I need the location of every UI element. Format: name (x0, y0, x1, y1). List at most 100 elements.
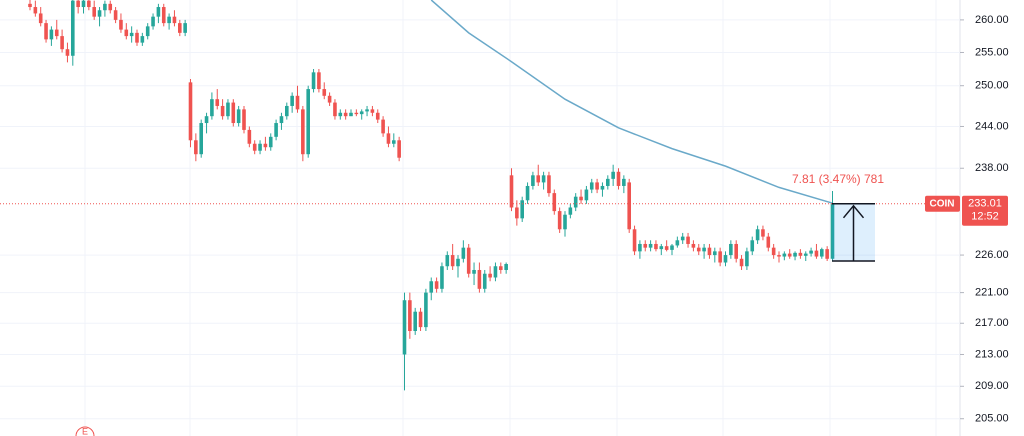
measure-label: 7.81 (3.47%) 781 (792, 172, 884, 186)
candle-body (557, 211, 562, 230)
candle-body (771, 247, 776, 256)
candle-body (504, 264, 508, 270)
symbol-label: COIN (930, 198, 955, 209)
candle-body (365, 109, 369, 112)
candle-body (782, 253, 787, 257)
candle-body (354, 112, 359, 115)
candle-body (777, 255, 781, 257)
candle-body (803, 253, 808, 256)
candle-body (210, 99, 214, 117)
candle-body (787, 253, 792, 257)
candle-body (536, 175, 541, 183)
candle-body (333, 102, 337, 117)
candle-body (691, 243, 696, 248)
candle-body (242, 109, 246, 130)
candle-body (616, 171, 621, 186)
candle-body (820, 249, 824, 257)
candle-body (183, 23, 187, 33)
earnings-badge[interactable] (75, 426, 95, 436)
candle-body (113, 10, 118, 20)
candle-body (573, 196, 578, 208)
candle-body (541, 175, 546, 183)
candle-body (370, 109, 375, 113)
candle-body (434, 281, 439, 289)
candle-body (429, 281, 434, 293)
candle-body (568, 207, 573, 215)
candle-body (252, 143, 257, 151)
candle-body (825, 249, 829, 259)
y-tick-label: 255.00 (975, 46, 1009, 58)
candle-body (552, 193, 557, 212)
candle-body (702, 247, 706, 252)
candle-body (236, 109, 241, 124)
candle-body (349, 112, 353, 117)
candle-body (172, 16, 177, 24)
candle-body (472, 269, 476, 274)
candle-body (482, 273, 487, 289)
countdown-label: 12:52 (971, 211, 999, 223)
candle-body (220, 105, 225, 117)
y-tick-label: 205.00 (975, 413, 1009, 425)
candle-body (477, 269, 482, 289)
candle-body (686, 236, 690, 244)
candle-body (654, 243, 658, 250)
candle-body (440, 266, 444, 289)
candle-body (28, 3, 32, 8)
y-tick-label: 221.00 (975, 287, 1009, 299)
candle-body (488, 273, 492, 278)
candle-body (638, 243, 642, 252)
candle-body (386, 133, 391, 144)
candle-body (418, 311, 423, 328)
y-tick-label: 209.00 (975, 380, 1009, 392)
candle-body (140, 36, 145, 43)
candle-body (830, 203, 835, 259)
candle-body (178, 23, 182, 33)
candle-body (761, 229, 765, 237)
candle-body (258, 143, 262, 151)
candle-body (413, 311, 417, 332)
candle-body (809, 250, 813, 254)
candle-body (33, 7, 38, 14)
earnings-label[interactable]: E (82, 426, 88, 436)
candle-body (108, 3, 113, 11)
candle-body (713, 251, 717, 256)
candle-body (664, 246, 669, 250)
candle-body (424, 292, 428, 328)
price-label: 233.01 (968, 198, 1002, 210)
moving-average (430, 0, 833, 204)
candle-body (65, 49, 70, 56)
candle-body (739, 258, 744, 267)
candle-body (456, 258, 460, 267)
candle-body (493, 266, 498, 278)
candle-body (643, 243, 648, 248)
candle-body (306, 89, 310, 155)
candle-body (584, 189, 589, 201)
candle-body (119, 19, 123, 30)
candle-body (135, 32, 139, 43)
candle-body (595, 182, 599, 190)
candle-body (381, 119, 385, 134)
candle-body (531, 175, 535, 186)
y-tick-label: 250.00 (975, 80, 1009, 92)
symbol-tag (925, 195, 960, 212)
candle-body (301, 109, 305, 155)
candle-body (563, 214, 567, 230)
price-tag (962, 195, 1008, 226)
candle-body (311, 72, 316, 90)
candle-body (194, 140, 198, 155)
candle-body (231, 102, 236, 124)
candle-body (814, 250, 819, 257)
candle-body (606, 178, 610, 186)
candle-body (659, 246, 664, 250)
y-tick-label: 217.00 (975, 317, 1009, 329)
candle-body (648, 243, 653, 248)
candle-body (274, 123, 278, 137)
candle-body (375, 112, 380, 120)
candle-body (745, 251, 749, 267)
candle-body (295, 95, 300, 110)
y-tick-label: 226.00 (975, 249, 1009, 261)
candle-body (188, 82, 193, 141)
candle-body (680, 236, 685, 241)
candle-body (97, 10, 102, 17)
candle-body (579, 196, 583, 201)
